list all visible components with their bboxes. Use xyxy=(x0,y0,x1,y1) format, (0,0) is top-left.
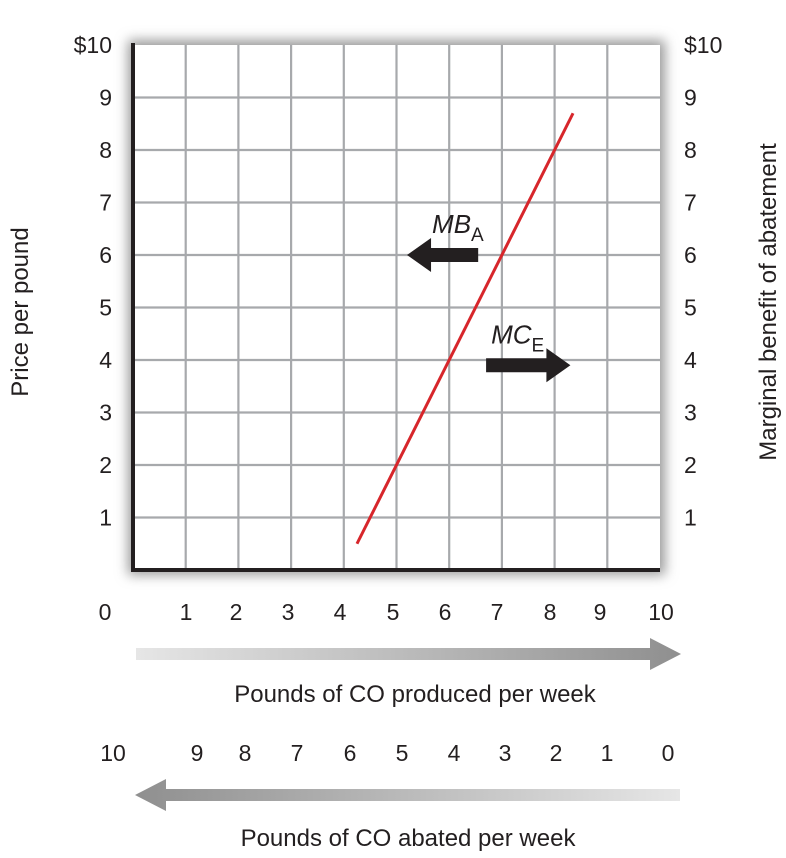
y-axis-title-left: Price per pound xyxy=(7,227,34,396)
annotation-main: MC xyxy=(491,319,532,349)
x-tick-label-produced: 1 xyxy=(180,599,193,625)
y-tick-label-left: 4 xyxy=(99,347,112,373)
x-axis-title-produced: Pounds of CO produced per week xyxy=(234,681,597,708)
annotation-label: MCE xyxy=(491,319,544,356)
x-tick-label-produced: 6 xyxy=(439,599,452,625)
y-tick-label-right: $10 xyxy=(684,32,722,58)
x-tick-label-abated: 0 xyxy=(662,740,675,766)
x-tick-label-abated: 5 xyxy=(396,740,409,766)
y-tick-label-left: 5 xyxy=(99,295,112,321)
annotation-subscript: A xyxy=(471,225,484,246)
x-tick-label-abated: 6 xyxy=(344,740,357,766)
x-tick-label-produced: 10 xyxy=(648,599,674,625)
y-tick-label-right: 4 xyxy=(684,347,697,373)
x-tick-label-produced: 5 xyxy=(387,599,400,625)
y-tick-label-right: 1 xyxy=(684,505,697,531)
y-tick-label-left: 7 xyxy=(99,190,112,216)
annotation-subscript: E xyxy=(532,335,545,356)
y-tick-label-right: 6 xyxy=(684,242,697,268)
y-tick-label-right: 2 xyxy=(684,452,697,478)
x-tick-label-produced: 8 xyxy=(544,599,557,625)
abated-direction-arrow xyxy=(135,779,680,811)
x-tick-label-produced: 9 xyxy=(594,599,607,625)
y-tick-label-right: 5 xyxy=(684,295,697,321)
y-tick-label-right: 8 xyxy=(684,137,697,163)
y-tick-label-left: 3 xyxy=(99,400,112,426)
y-tick-label-right: 7 xyxy=(684,190,697,216)
x-tick-label-produced: 7 xyxy=(491,599,504,625)
x-tick-label-abated: 7 xyxy=(291,740,304,766)
y-tick-label-left: 8 xyxy=(99,137,112,163)
y-tick-label-right: 9 xyxy=(684,85,697,111)
x-tick-label-produced: 0 xyxy=(99,599,112,625)
y-tick-label-left: 1 xyxy=(99,505,112,531)
x-tick-label-abated: 8 xyxy=(239,740,252,766)
y-tick-label-left: 2 xyxy=(99,452,112,478)
annotation-main: MB xyxy=(432,209,471,239)
y-tick-label-left: $10 xyxy=(74,32,112,58)
y-tick-label-left: 6 xyxy=(99,242,112,268)
x-tick-label-produced: 2 xyxy=(230,599,243,625)
annotation-label: MBA xyxy=(432,209,484,246)
x-tick-label-abated: 4 xyxy=(448,740,461,766)
x-axis-title-abated: Pounds of CO abated per week xyxy=(241,825,577,852)
x-tick-label-produced: 3 xyxy=(282,599,295,625)
y-axis-title-right: Marginal benefit of abatement xyxy=(755,143,782,461)
produced-direction-arrow xyxy=(136,638,681,670)
arrow-left-icon xyxy=(407,238,479,272)
supply-line xyxy=(355,112,575,545)
arrow-right-icon xyxy=(486,348,571,383)
x-tick-label-abated: 10 xyxy=(100,740,126,766)
y-tick-label-left: 9 xyxy=(99,85,112,111)
x-tick-label-abated: 2 xyxy=(550,740,563,766)
y-tick-label-right: 3 xyxy=(684,400,697,426)
x-tick-label-abated: 9 xyxy=(191,740,204,766)
x-tick-label-produced: 4 xyxy=(334,599,347,625)
x-tick-label-abated: 1 xyxy=(601,740,614,766)
x-tick-label-abated: 3 xyxy=(499,740,512,766)
